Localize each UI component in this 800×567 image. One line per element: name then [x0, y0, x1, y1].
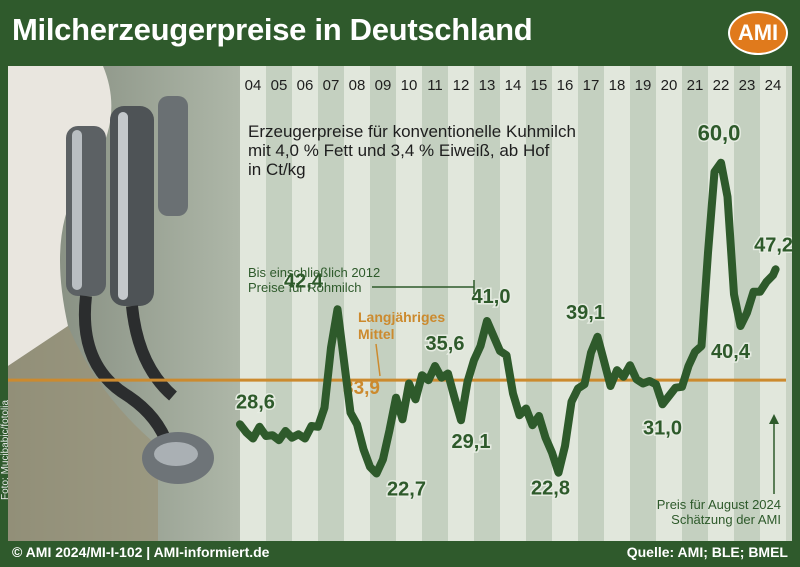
chart-title: Milcherzeugerpreise in Deutschland — [12, 12, 533, 47]
milking-photo — [8, 66, 240, 541]
x-tick-label: 09 — [375, 77, 392, 94]
x-tick-label: 08 — [349, 77, 366, 94]
x-tick-label: 21 — [687, 77, 704, 94]
year-band — [240, 66, 266, 541]
x-tick-label: 22 — [713, 77, 730, 94]
year-band — [318, 66, 344, 541]
x-tick-label: 06 — [297, 77, 314, 94]
data-label: 28,6 — [236, 391, 275, 413]
price-series-line — [236, 158, 780, 478]
x-tick-label: 05 — [271, 77, 288, 94]
chart-subtitle-line-1: mit 4,0 % Fett und 3,4 % Eiweiß, ab Hof — [248, 141, 550, 160]
price-series — [236, 158, 780, 478]
ami-logo: AMI — [728, 11, 788, 55]
data-label: 41,0 — [472, 286, 511, 308]
year-band — [526, 66, 552, 541]
raw-milk-note-line-1: Bis einschließlich 2012 — [248, 265, 380, 280]
average-label-leader — [375, 343, 381, 377]
raw-milk-note-line-2: Preise für Rohmilch — [248, 280, 361, 295]
year-band — [708, 66, 734, 541]
x-tick-label: 14 — [505, 77, 522, 94]
estimate-note-line-2: Schätzung der AMI — [671, 512, 781, 527]
data-label: 47,2 — [754, 234, 792, 256]
x-tick-label: 07 — [323, 77, 340, 94]
data-label: 60,0 — [698, 121, 741, 146]
year-band — [266, 66, 292, 541]
estimate-arrow-head — [769, 414, 779, 424]
x-tick-label: 13 — [479, 77, 496, 94]
data-label: 31,0 — [643, 417, 682, 439]
photo-credit: Foto: Mucibabic/fotolia — [0, 399, 11, 500]
year-band — [448, 66, 474, 541]
chart-panel: 04 05 06 07 08 09 10 11 12 13 14 15 16 17 18 19 20 21 22 23… — [8, 66, 792, 541]
chart-subtitle: Erzeugerpreise für konventionelle Kuhmil… — [248, 122, 576, 179]
x-tick-label: 19 — [635, 77, 652, 94]
data-labels: 28,6 42,4 22,7 35,6 29,1 41,0 22,8 39,1 31,0 60,0… — [235, 119, 793, 502]
x-tick-label: 10 — [401, 77, 418, 94]
data-label: 35,6 — [426, 333, 465, 355]
chart-subtitle-line-2: in Ct/kg — [248, 160, 306, 179]
year-band — [760, 66, 786, 541]
copyright-note: © AMI 2024/MI-I-102 | AMI-informiert.de — [12, 544, 270, 560]
x-tick-label: 20 — [661, 77, 678, 94]
estimate-note-line-1: Preis für August 2024 — [657, 497, 781, 512]
chart-heading: Erzeugerpreise für konventionelle Kuhmil… — [248, 122, 576, 141]
data-label: 40,4 — [711, 341, 751, 363]
year-band — [474, 66, 500, 541]
data-label: 22,8 — [531, 478, 570, 500]
x-tick-label: 11 — [427, 77, 443, 94]
x-tick-label: 17 — [583, 77, 600, 94]
data-label: 39,1 — [566, 302, 605, 324]
price-line-chart: 04 05 06 07 08 09 10 11 12 13 14 15 16 17 18 19 20 21 22 23… — [8, 66, 792, 541]
year-band — [396, 66, 422, 541]
year-band — [500, 66, 526, 541]
year-bands — [240, 66, 786, 541]
average-value-label: 33,9 — [343, 378, 380, 399]
year-band — [604, 66, 630, 541]
year-band — [656, 66, 682, 541]
data-label: 22,7 — [387, 479, 426, 501]
average-label-line-2: Mittel — [358, 326, 395, 342]
year-band — [630, 66, 656, 541]
x-tick-label: 24 — [765, 77, 782, 94]
year-band — [292, 66, 318, 541]
data-label: 42,4 — [284, 270, 324, 292]
x-tick-label: 04 — [245, 77, 262, 94]
year-tick-labels: 04 05 06 07 08 09 10 11 12 13 14 15 16 17 18 19 20 21 22 23… — [245, 77, 782, 94]
data-label: 29,1 — [452, 431, 491, 453]
x-tick-label: 18 — [609, 77, 626, 94]
source-note: Quelle: AMI; BLE; BMEL — [626, 544, 788, 560]
x-tick-label: 16 — [557, 77, 574, 94]
year-band — [422, 66, 448, 541]
x-tick-label: 15 — [531, 77, 548, 94]
average-label-line-1: Langjähriges — [358, 309, 445, 325]
x-tick-label: 12 — [453, 77, 470, 94]
x-tick-label: 23 — [739, 77, 756, 94]
year-band — [578, 66, 604, 541]
